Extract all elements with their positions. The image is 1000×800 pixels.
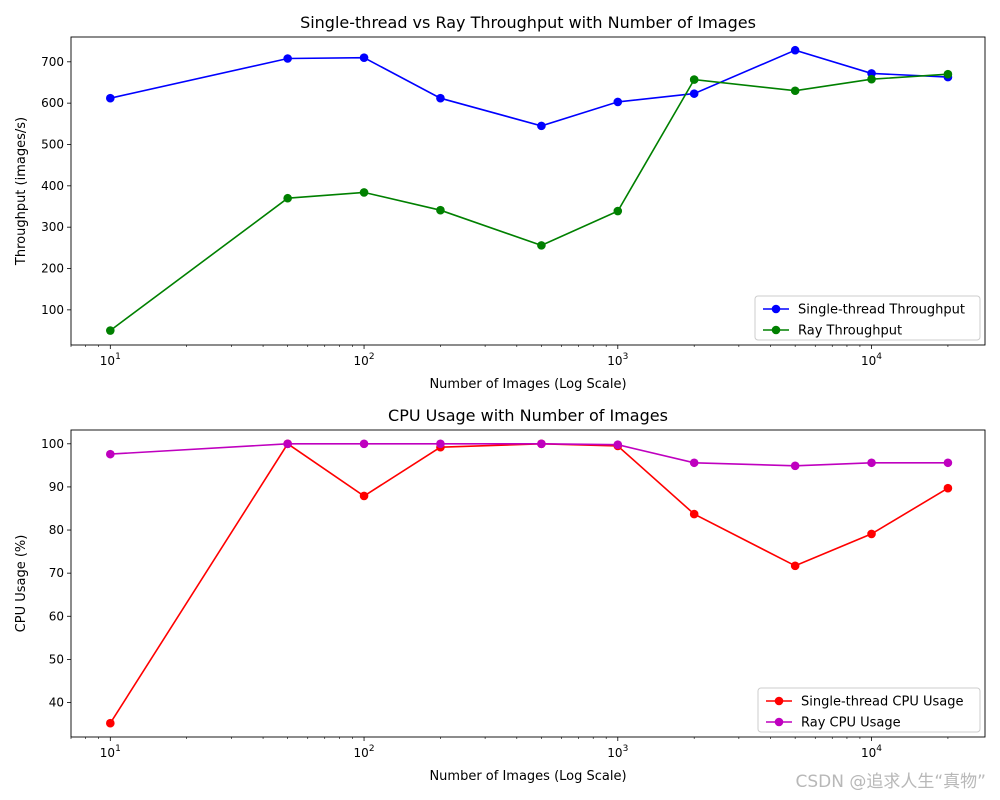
data-point [106, 449, 115, 459]
data-point [106, 718, 115, 728]
data-point [106, 93, 115, 103]
chart-title: CPU Usage with Number of Images [388, 406, 668, 425]
y-tick-label: 300 [41, 220, 64, 234]
x-tick-label: 101 [100, 352, 121, 368]
x-tick-label: 103 [607, 352, 628, 368]
data-point [537, 241, 546, 250]
data-point [689, 89, 699, 98]
x-tick-label: 102 [354, 744, 375, 760]
data-point [867, 458, 876, 468]
data-point [790, 561, 800, 571]
y-tick-label: 50 [49, 652, 64, 666]
data-point [689, 458, 699, 468]
legend-box [757, 687, 981, 733]
y-tick-label: 100 [41, 437, 64, 451]
data-point [359, 188, 369, 197]
legend-marker [774, 717, 784, 727]
legend: Single-thread Throughput Ray Throughput [754, 295, 981, 341]
data-point [283, 54, 292, 63]
legend-label: Ray CPU Usage [801, 716, 901, 731]
y-tick-label: 80 [49, 523, 64, 537]
y-tick-label: 70 [49, 566, 64, 580]
data-point [613, 206, 623, 216]
y-tick-label: 40 [49, 696, 64, 710]
x-tick-label: 104 [861, 744, 882, 760]
data-point [537, 439, 546, 449]
data-point [613, 97, 623, 107]
data-point [613, 440, 623, 449]
y-tick-label: 700 [41, 55, 64, 69]
series-line-2 [110, 442, 948, 467]
y-tick-label: 500 [41, 137, 64, 151]
x-tick-label: 101 [100, 744, 121, 760]
x-tick-label: 102 [354, 352, 375, 368]
x-tick-label: 104 [861, 352, 882, 368]
y-tick-label: 400 [41, 179, 64, 193]
data-point [106, 326, 115, 335]
legend-marker [771, 325, 781, 335]
data-point [790, 86, 800, 96]
data-point [790, 45, 800, 55]
series-line-2 [109, 73, 948, 332]
legend-label: Single-thread Throughput [798, 303, 965, 318]
plot-frame [70, 36, 986, 346]
y-axis-label: CPU Usage (%) [14, 535, 29, 633]
data-point [943, 69, 953, 79]
series-line-1 [110, 49, 948, 127]
plot-frame [70, 429, 986, 738]
y-tick-label: 200 [41, 262, 64, 276]
data-point [867, 529, 876, 539]
data-point [436, 205, 445, 215]
y-tick-label: 90 [49, 480, 64, 494]
y-tick-label: 60 [49, 609, 64, 623]
chart-title: Single-thread vs Ray Throughput with Num… [300, 13, 756, 32]
data-point [359, 53, 369, 62]
data-point [283, 193, 292, 203]
chart-panel-2: CPU Usage with Number of Images 101 102 103… [14, 406, 986, 784]
data-point [790, 461, 800, 471]
legend-label: Single-thread CPU Usage [801, 695, 963, 710]
legend-box [754, 295, 981, 341]
y-tick-label: 600 [41, 96, 64, 110]
data-point [537, 121, 546, 131]
y-tick-label: 100 [41, 303, 64, 317]
legend-label: Ray Throughput [798, 324, 902, 339]
legend-marker [771, 304, 781, 314]
data-point [359, 439, 369, 449]
data-point [867, 74, 876, 84]
chart-panel-1: Single-thread vs Ray Throughput with Num… [14, 13, 986, 392]
data-point [283, 439, 292, 449]
x-tick-label: 103 [607, 744, 628, 760]
data-point [689, 509, 699, 519]
legend-marker [774, 696, 784, 706]
data-point [436, 439, 445, 449]
y-axis-label: Throughput (images/s) [14, 117, 29, 266]
data-point [943, 483, 953, 493]
x-axis-label: Number of Images (Log Scale) [429, 377, 626, 392]
data-point [943, 458, 953, 468]
legend: Single-thread CPU Usage Ray CPU Usage [757, 687, 981, 733]
data-point [359, 491, 369, 501]
watermark: CSDN @追求人生“真物” [795, 772, 987, 792]
data-point [436, 93, 445, 103]
data-point [689, 75, 699, 84]
x-axis-label: Number of Images (Log Scale) [429, 769, 626, 784]
series-line-1 [109, 442, 949, 724]
